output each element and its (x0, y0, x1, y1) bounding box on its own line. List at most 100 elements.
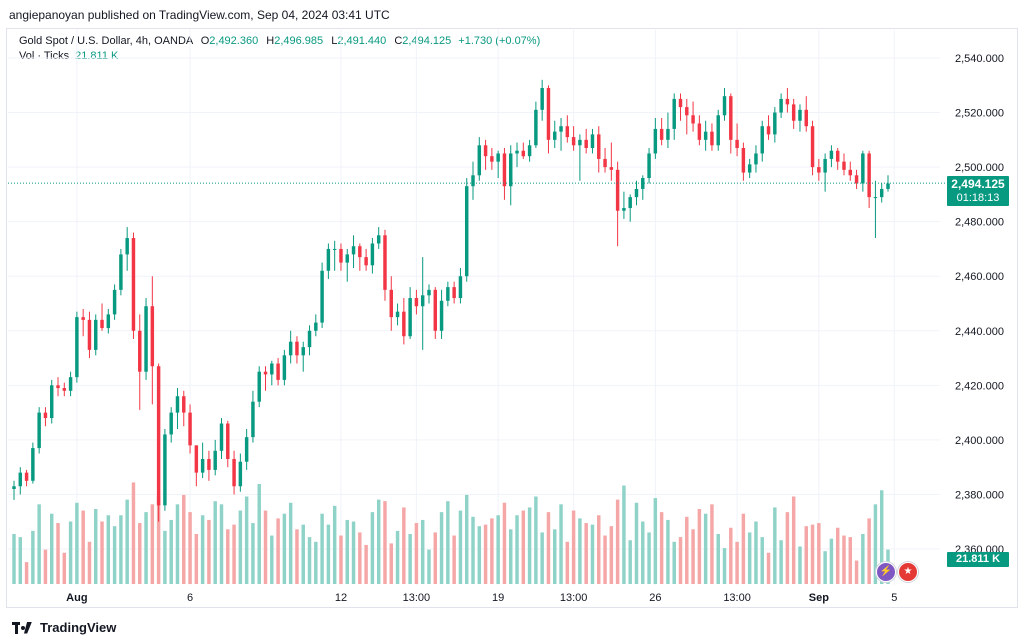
candle-body (634, 188, 639, 198)
volume-bar (24, 562, 29, 584)
volume-bar (773, 507, 777, 584)
volume-bar (119, 515, 123, 584)
candle-body (760, 126, 764, 154)
volume-bar (345, 519, 349, 584)
volume-label[interactable]: Vol · Ticks (19, 50, 70, 62)
volume-bar (571, 510, 576, 584)
volume-bar (370, 512, 375, 584)
volume-bar (446, 501, 450, 584)
volume-bar (747, 532, 752, 584)
candle-body (578, 139, 582, 146)
volume-bar (332, 505, 337, 584)
open-value: 2,492.360 (209, 35, 259, 47)
candle-body (597, 134, 601, 159)
volume-bar (609, 526, 614, 584)
candle-body (169, 412, 173, 435)
candle-body (414, 298, 419, 307)
candle-body (452, 287, 456, 299)
candle-body (326, 248, 331, 271)
price-tick-label: 2,420.000 (955, 380, 1004, 392)
candle-body (509, 153, 513, 187)
candle-body (766, 126, 771, 135)
volume-bar (546, 512, 551, 584)
lightning-icon[interactable]: ⚡ (876, 562, 896, 582)
us-flag-icon[interactable]: ★ (898, 562, 918, 582)
candle-body (112, 289, 117, 315)
candle-body (527, 145, 532, 157)
time-tick-label: 13:00 (560, 592, 588, 604)
symbol-label[interactable]: Gold Spot / U.S. Dollar, 4h, OANDA (19, 35, 193, 47)
volume-bar (213, 501, 217, 584)
volume-bar (43, 549, 48, 584)
bar-countdown: 01:18:13 (956, 192, 1000, 204)
candle-body (376, 235, 381, 244)
candle-body (370, 243, 375, 266)
volume-bar (477, 526, 482, 584)
volume-bar (873, 504, 878, 584)
volume-bar (861, 534, 865, 584)
candle-body (515, 150, 519, 154)
volume-bar (804, 526, 808, 584)
candle-body (477, 145, 482, 176)
candle-body (483, 145, 488, 157)
volume-bar (766, 552, 771, 584)
candle-body (94, 319, 98, 350)
volume-bar (257, 484, 261, 584)
volume-bar (691, 529, 695, 584)
volume-bar (314, 541, 318, 584)
volume-bar (810, 524, 815, 584)
volume-bar (515, 515, 519, 584)
volume-bar (307, 537, 312, 584)
candle-body (584, 139, 588, 149)
candle-body (288, 341, 293, 356)
candle-body (56, 385, 60, 389)
volume-bar (364, 544, 368, 584)
candle-body (339, 248, 343, 263)
candle-body (131, 238, 136, 331)
candle-body (427, 289, 431, 296)
volume-bar (37, 504, 41, 584)
footer-brand[interactable]: TradingView (12, 620, 116, 635)
candle-body (553, 131, 557, 140)
price-tick-label: 2,540.000 (955, 53, 1004, 65)
volume-bar (716, 534, 720, 584)
time-tick-label: Aug (66, 592, 87, 604)
candle-body (207, 458, 211, 470)
candle-body (603, 158, 607, 168)
volume-bar (226, 529, 230, 584)
candle-body (395, 311, 400, 318)
candle-body (200, 458, 205, 473)
candle-body (213, 450, 217, 470)
candle-body (829, 150, 834, 159)
volume-row: Vol · Ticks 21.811 K (19, 49, 540, 64)
candle-body (420, 295, 425, 307)
volume-bar (414, 523, 419, 584)
time-axis[interactable]: Aug 6 12 13:00 19 13:00 26 13:00 Sep 5 (66, 592, 897, 604)
volume-bar (722, 548, 727, 584)
candle-body (358, 246, 362, 258)
current-price-value: 2,494.125 (951, 177, 1005, 191)
volume-bar (282, 513, 287, 584)
brand-name: TradingView (40, 620, 117, 635)
candle-body (873, 197, 878, 199)
volume-bar (383, 501, 387, 584)
candle-body (345, 254, 349, 263)
candle-body (716, 115, 720, 146)
candle-body (609, 167, 614, 170)
candle-body (622, 208, 626, 211)
event-icons[interactable]: ⚡ ★ (876, 562, 918, 582)
candle-body (798, 109, 802, 121)
candle-body (43, 412, 48, 419)
volume-bar (584, 523, 588, 584)
volume-bar (87, 541, 92, 584)
candle-body (791, 104, 796, 121)
candle-body (540, 88, 544, 110)
candle-body (691, 115, 695, 124)
volume-bar (867, 518, 871, 584)
price-axis[interactable]: 2,540.000 2,520.000 2,500.000 2,480.000 2,46… (955, 53, 1004, 556)
price-tick-label: 2,460.000 (955, 271, 1004, 283)
tradingview-logo-icon (12, 621, 34, 634)
volume-bar (697, 509, 702, 584)
price-tick-label: 2,380.000 (955, 489, 1004, 501)
